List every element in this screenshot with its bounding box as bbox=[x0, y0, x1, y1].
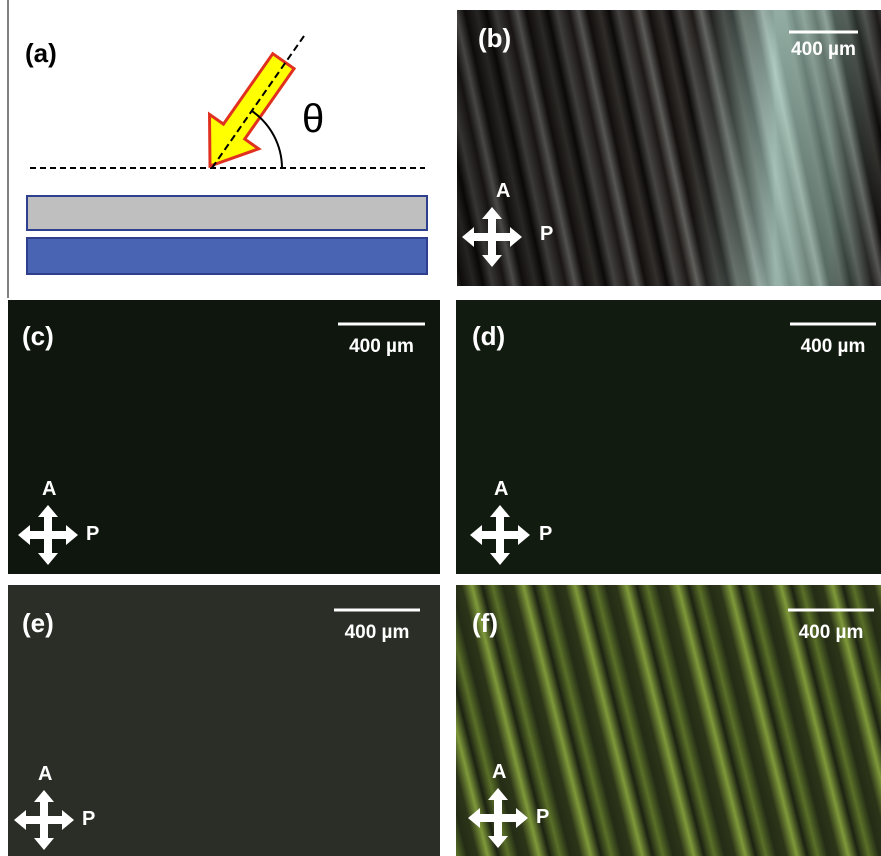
polarizer-label: P bbox=[540, 223, 553, 245]
panel-a: θ (a) bbox=[8, 0, 427, 298]
figure: θ (a) (b) 400 µm A P (c) 400 µm A P (d) 400 µm A P (… bbox=[0, 0, 881, 856]
panel-label: (d) bbox=[472, 321, 505, 351]
panel-label: (a) bbox=[25, 38, 57, 68]
polarizer-label: P bbox=[536, 806, 549, 828]
analyzer-label: A bbox=[494, 478, 508, 500]
polarizer-label: P bbox=[86, 523, 99, 545]
scale-bar-label: 400 µm bbox=[799, 622, 864, 643]
layer-film bbox=[27, 196, 427, 230]
angle-symbol: θ bbox=[302, 97, 324, 141]
layer-substrate bbox=[27, 238, 427, 274]
panel-label: (b) bbox=[478, 23, 511, 53]
polarizer-label: P bbox=[82, 808, 95, 830]
analyzer-label: A bbox=[42, 478, 56, 500]
scale-bar-label: 400 µm bbox=[791, 39, 856, 60]
panel-label: (c) bbox=[22, 321, 54, 351]
analyzer-label: A bbox=[38, 763, 52, 785]
polarizer-label: P bbox=[539, 523, 552, 545]
analyzer-label: A bbox=[492, 761, 506, 783]
panel-label: (e) bbox=[22, 608, 54, 638]
scale-bar-label: 400 µm bbox=[801, 336, 866, 357]
incident-arrow bbox=[185, 44, 308, 183]
panel-label: (f) bbox=[472, 608, 498, 638]
analyzer-label: A bbox=[496, 180, 510, 202]
scale-bar-label: 400 µm bbox=[349, 336, 414, 357]
scale-bar-label: 400 µm bbox=[345, 622, 410, 643]
